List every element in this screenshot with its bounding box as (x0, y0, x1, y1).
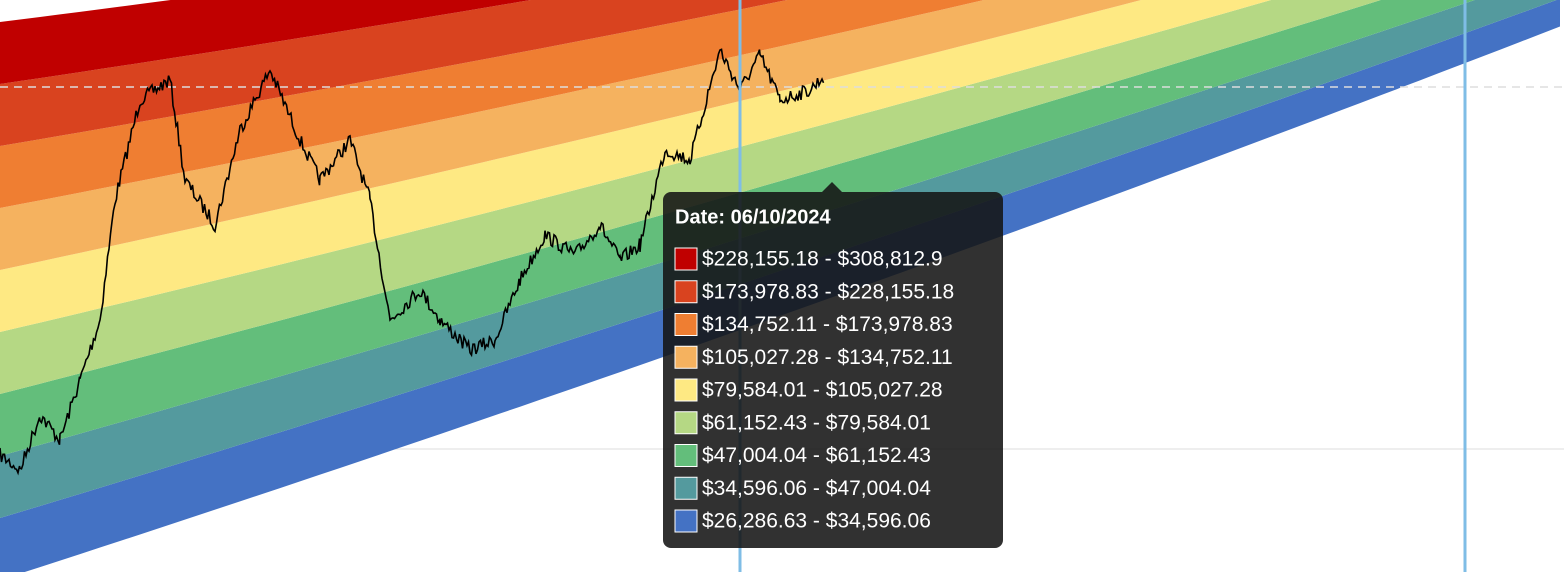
legend-swatch (674, 444, 698, 467)
band (0, 0, 984, 208)
band (0, 0, 1272, 332)
legend-swatch (674, 280, 698, 304)
legend-label: $26,286.63 - $34,596.06 (702, 510, 931, 533)
legend-label: $47,004.04 - $61,152.43 (702, 444, 931, 467)
band (0, 0, 531, 84)
legend-label: $105,027.28 - $134,752.11 (702, 346, 953, 369)
legend-label: $228,155.18 - $308,812.9 (702, 248, 943, 271)
legend-swatch (674, 476, 698, 500)
band (0, 0, 788, 146)
legend-label: $79,584.01 - $105,027.28 (702, 379, 943, 402)
legend-swatch (674, 378, 698, 402)
tooltip-box (663, 192, 1003, 548)
legend-label: $134,752.11 - $173,978.83 (702, 313, 953, 336)
legend-swatch (674, 247, 698, 271)
legend-swatch (674, 411, 698, 435)
legend-label: $34,596.06 - $47,004.04 (702, 477, 931, 500)
legend-label: $173,978.83 - $228,155.18 (702, 280, 954, 303)
tooltip-arrow (822, 182, 842, 192)
legend-swatch (674, 345, 698, 369)
legend-swatch (674, 509, 698, 533)
tooltip-title: Date: 06/10/2024 (675, 206, 832, 228)
price-line (0, 48, 825, 476)
legend-label: $61,152.43 - $79,584.01 (702, 411, 931, 434)
band (0, 0, 1142, 270)
tooltip: Date: 06/10/2024 $228,155.18 - $308,812.… (663, 182, 1003, 548)
legend-swatch (674, 313, 698, 336)
